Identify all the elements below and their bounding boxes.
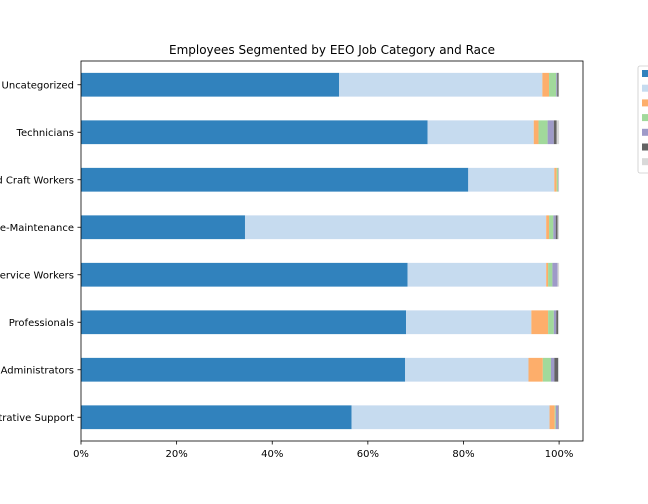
bar-segment	[339, 72, 543, 97]
bar-segment	[546, 215, 550, 240]
legend-swatch	[642, 99, 648, 107]
bar-segment	[531, 310, 549, 335]
bar-segment	[538, 120, 548, 145]
bar-segment	[81, 357, 406, 382]
y-tick-label: Technicians	[16, 128, 74, 139]
y-tick-label: Professionals	[9, 318, 74, 329]
bar-segment	[81, 262, 408, 287]
bar-segment	[555, 405, 559, 430]
x-tick-label: 40%	[261, 449, 283, 460]
x-tick-label: 80%	[452, 449, 474, 460]
bar-segment	[542, 357, 551, 382]
legend-swatch	[642, 84, 648, 92]
bar-segment	[556, 120, 560, 145]
y-tick-label: e-Maintenance	[0, 223, 74, 234]
bar-segment	[549, 405, 555, 430]
bar-segment	[548, 310, 554, 335]
bar-segment	[427, 120, 534, 145]
bar-segment	[552, 262, 558, 287]
bar-segment	[549, 215, 554, 240]
y-tick-label: ervice Workers	[0, 270, 74, 281]
bar-segment	[554, 405, 556, 430]
bar-segment	[556, 310, 559, 335]
plot-frame	[80, 60, 584, 442]
bar-segment	[553, 215, 556, 240]
x-tick-label: 0%	[73, 449, 89, 460]
bar-segment	[553, 120, 557, 145]
chart-title: Employees Segmented by EEO Job Category …	[169, 43, 495, 57]
bar-segment	[554, 357, 559, 382]
bar-segment	[81, 215, 245, 240]
bar-segment	[351, 405, 550, 430]
legend-swatch	[642, 114, 648, 122]
bar-segment	[558, 310, 560, 335]
bar-segment	[556, 167, 559, 192]
legend-swatch	[642, 143, 648, 151]
x-tick-label: 100%	[545, 449, 574, 460]
bar-segment	[407, 262, 547, 287]
bar-segment	[558, 357, 560, 382]
bar-segment	[556, 72, 558, 97]
x-tick-label: 60%	[357, 449, 379, 460]
bar-segment	[557, 72, 559, 97]
legend-swatch	[642, 70, 648, 77]
bar-segment	[81, 310, 407, 335]
y-tick-label: Administrators	[1, 365, 74, 376]
bar-segment	[555, 215, 558, 240]
bar-segment	[548, 262, 553, 287]
y-tick-label: d Craft Workers	[0, 175, 74, 186]
bar-segment	[244, 215, 547, 240]
legend	[637, 65, 648, 174]
bar-segment	[550, 357, 555, 382]
bar-segment	[546, 262, 549, 287]
y-tick-label: trative Support	[0, 413, 74, 424]
bar-segment	[547, 120, 554, 145]
bar-segment	[553, 310, 557, 335]
bar-segment	[81, 167, 469, 192]
bar-segment	[406, 310, 532, 335]
bar-segment	[405, 357, 529, 382]
bar-segment	[528, 357, 543, 382]
plot-area: Uncategorized Technicians d Craft Workers e…	[0, 60, 584, 460]
x-tick-label: 20%	[166, 449, 188, 460]
bar-segment	[549, 72, 557, 97]
bar-segment	[557, 262, 560, 287]
legend-swatch	[642, 158, 648, 166]
y-tick-label: Uncategorized	[2, 80, 74, 91]
legend-swatch	[642, 128, 648, 136]
bar-segment	[81, 120, 428, 145]
bar-segment	[557, 215, 560, 240]
bar-segment	[468, 167, 555, 192]
bar-segment	[554, 167, 557, 192]
bar-segment	[542, 72, 550, 97]
bar-segment	[81, 72, 340, 97]
bar-segment	[81, 405, 352, 430]
bar-segment	[533, 120, 539, 145]
